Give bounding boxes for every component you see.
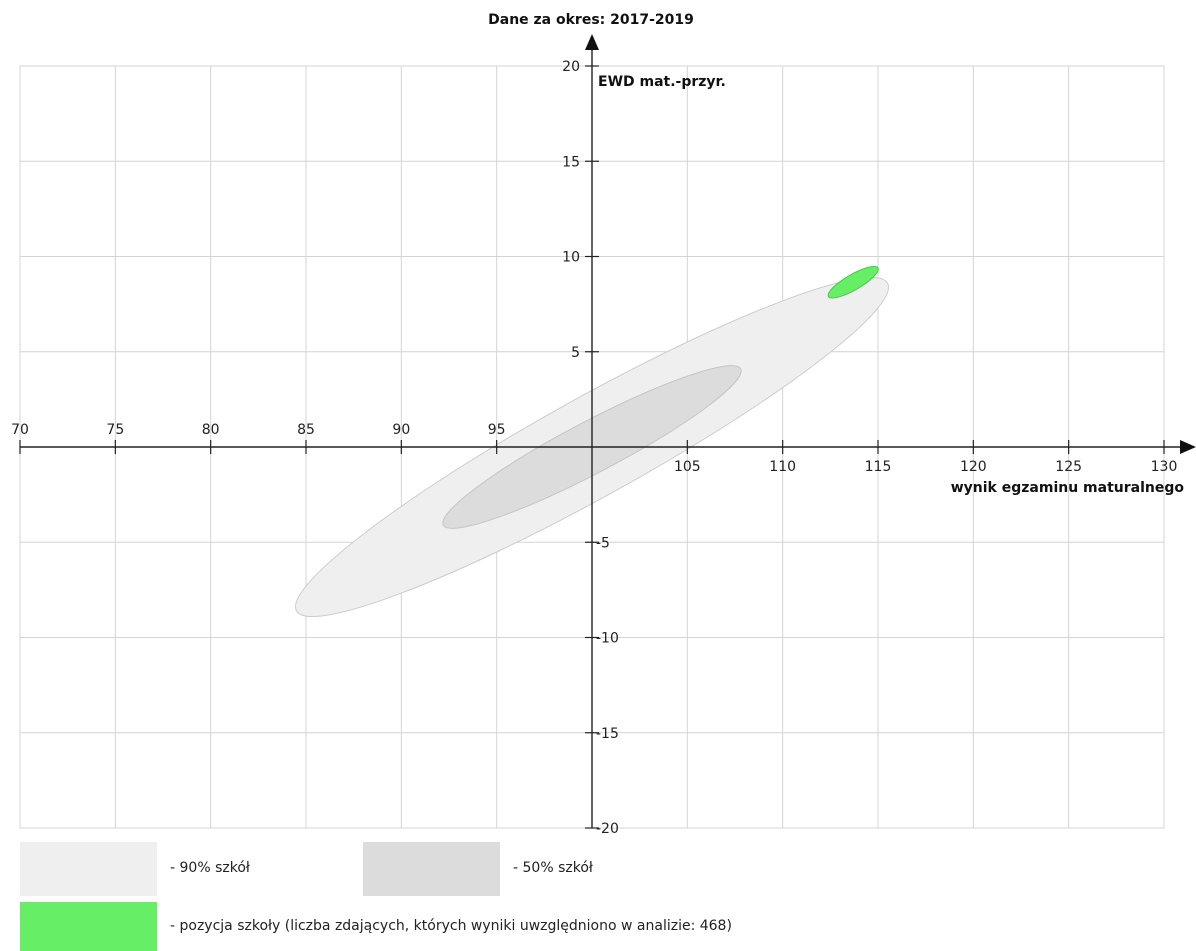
y-axis-label: EWD mat.-przyr. xyxy=(598,74,726,90)
y-tick-label-20: 20 xyxy=(562,59,580,75)
x-tick-label-70: 70 xyxy=(11,422,29,438)
y-tick-label-10: 10 xyxy=(562,250,580,266)
legend-swatch-90 xyxy=(20,842,157,896)
x-tick-label-75: 75 xyxy=(106,422,124,438)
y-tick-label-neg10: -10 xyxy=(596,631,619,647)
y-axis-ticks: 20 15 10 5 -5 -10 -15 -20 xyxy=(562,59,619,837)
legend-label-50: - 50% szkół xyxy=(513,860,593,876)
y-tick-label-15: 15 xyxy=(562,154,580,170)
x-tick-label-105: 105 xyxy=(674,459,701,475)
y-tick-label-5: 5 xyxy=(571,345,580,361)
x-tick-label-115: 115 xyxy=(865,459,892,475)
legend-swatch-school xyxy=(20,902,157,951)
x-tick-label-85: 85 xyxy=(297,422,315,438)
x-axis-ticks: 70 75 80 85 90 95 105 110 115 120 125 130 xyxy=(11,422,1177,475)
legend-label-school: - pozycja szkoły (liczba zdających, któr… xyxy=(170,918,732,934)
y-axis-arrow-icon xyxy=(585,34,599,50)
legend-label-90: - 90% szkół xyxy=(170,860,250,876)
x-tick-label-80: 80 xyxy=(202,422,220,438)
ellipse-school-position xyxy=(827,265,879,299)
x-tick-label-95: 95 xyxy=(488,422,506,438)
x-tick-label-130: 130 xyxy=(1151,459,1178,475)
x-axis-label: wynik egzaminu maturalnego xyxy=(951,480,1185,496)
y-tick-label-neg5: -5 xyxy=(596,535,610,551)
chart-title: Dane za okres: 2017-2019 xyxy=(488,12,694,28)
legend-swatch-50 xyxy=(363,842,500,896)
y-tick-label-neg15: -15 xyxy=(596,726,619,742)
x-axis-arrow-icon xyxy=(1180,440,1196,454)
x-tick-label-120: 120 xyxy=(960,459,987,475)
x-tick-label-125: 125 xyxy=(1055,459,1082,475)
x-tick-label-90: 90 xyxy=(392,422,410,438)
x-tick-label-110: 110 xyxy=(769,459,796,475)
y-tick-label-neg20: -20 xyxy=(596,821,619,837)
axes xyxy=(20,34,1196,828)
